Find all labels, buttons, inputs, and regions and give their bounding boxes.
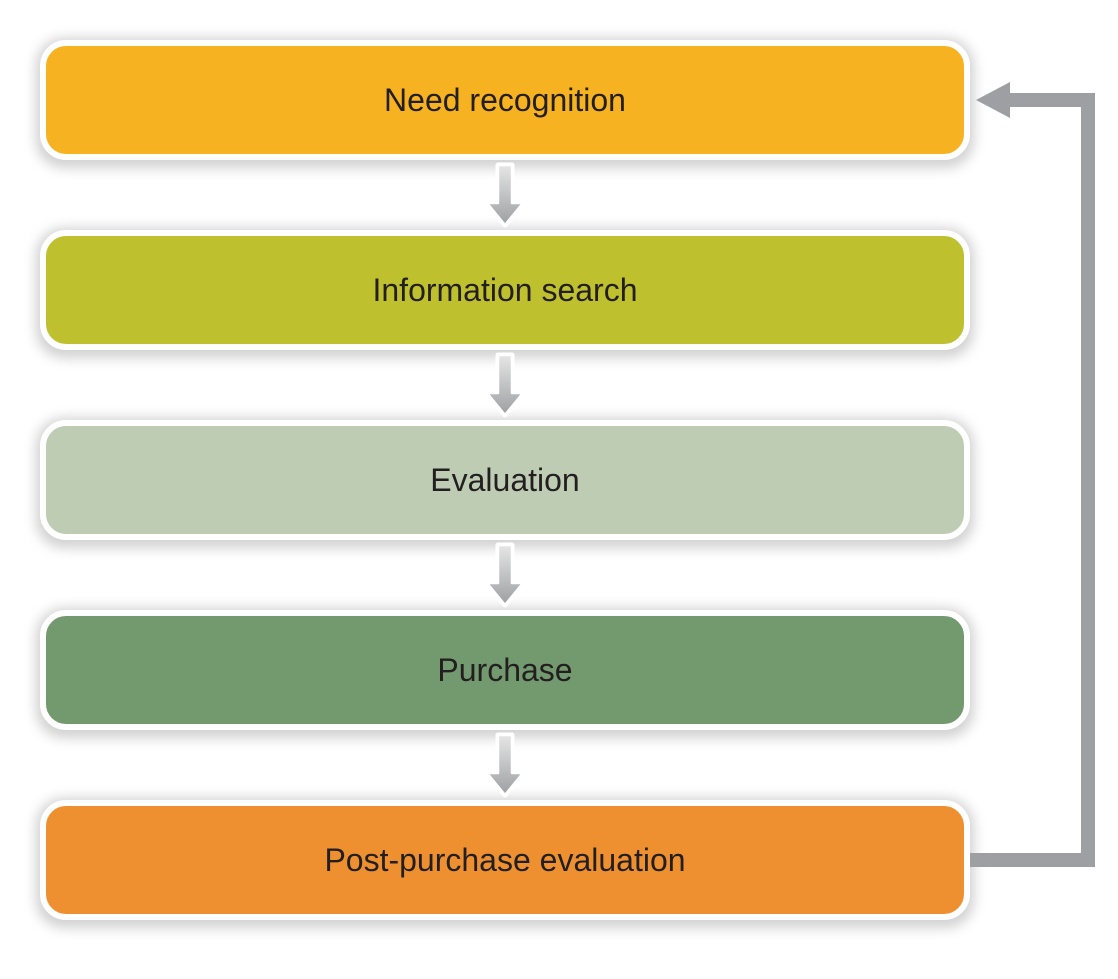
down-arrow-icon bbox=[487, 545, 523, 605]
flow-node-need-recognition: Need recognition bbox=[40, 40, 970, 160]
down-arrow-outline bbox=[487, 165, 523, 225]
flowchart-stage: Need recognition Information search Evalua… bbox=[0, 0, 1118, 979]
flow-node-information-search: Information search bbox=[40, 230, 970, 350]
down-arrow-outline bbox=[487, 735, 523, 795]
flow-node-post-purchase-evaluation: Post-purchase evaluation bbox=[40, 800, 970, 920]
flow-node-purchase: Purchase bbox=[40, 610, 970, 730]
feedback-arrow-line bbox=[970, 100, 1088, 860]
down-arrow-outline bbox=[487, 355, 523, 415]
flow-node-evaluation: Evaluation bbox=[40, 420, 970, 540]
down-arrow-icon bbox=[487, 735, 523, 795]
down-arrow-icon bbox=[487, 355, 523, 415]
down-arrow-outline bbox=[487, 545, 523, 605]
flow-node-label: Post-purchase evaluation bbox=[324, 842, 685, 879]
flow-node-label: Information search bbox=[372, 272, 637, 309]
flow-node-label: Need recognition bbox=[384, 82, 626, 119]
flow-node-label: Purchase bbox=[437, 652, 572, 689]
flow-node-label: Evaluation bbox=[430, 462, 579, 499]
down-arrow-icon bbox=[487, 165, 523, 225]
feedback-arrow-head-icon bbox=[976, 82, 1010, 118]
